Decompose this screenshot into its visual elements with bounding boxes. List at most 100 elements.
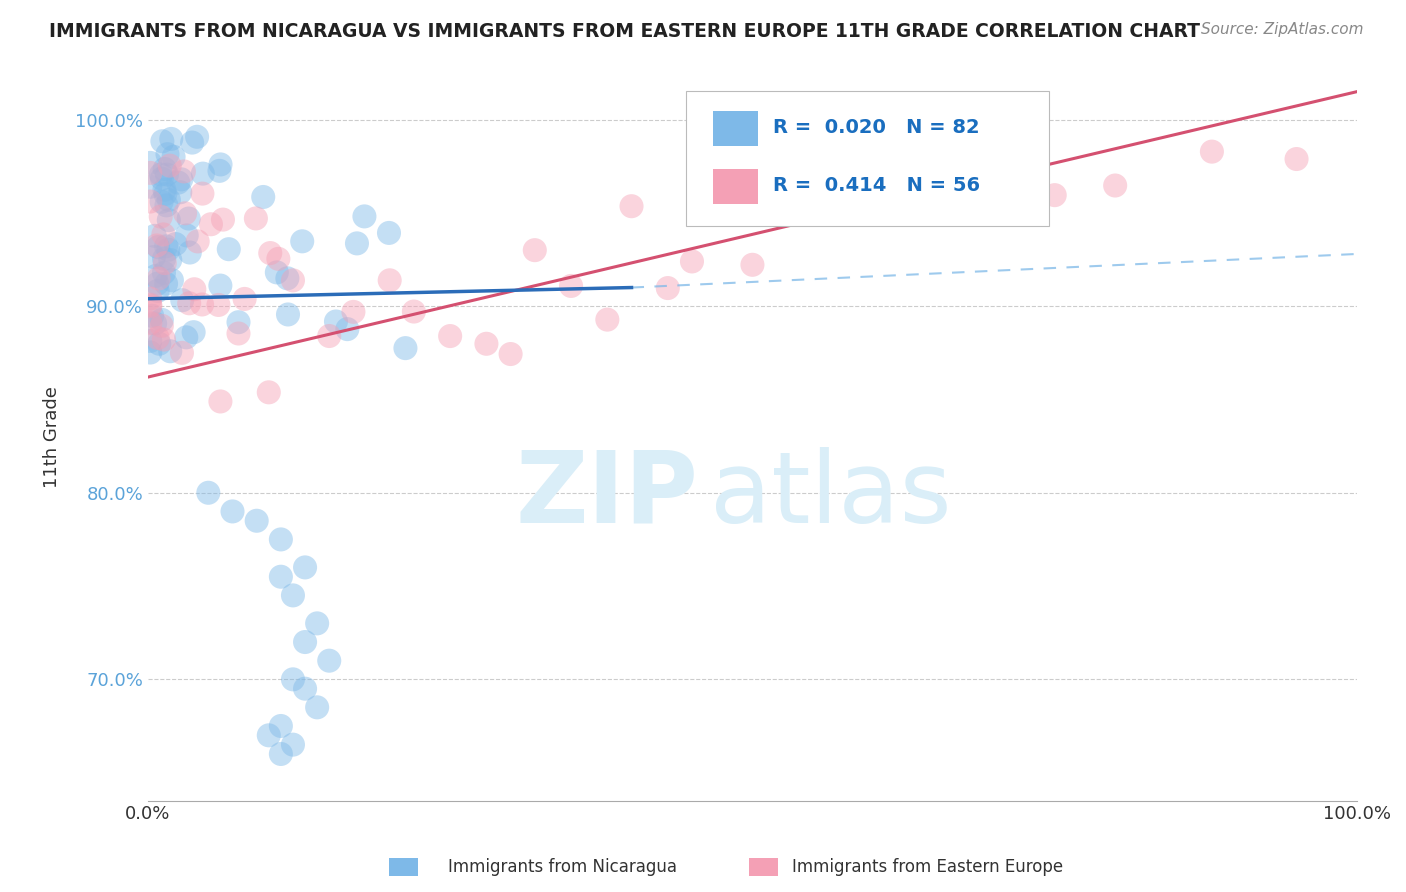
Point xyxy=(156,147,179,161)
Point xyxy=(475,336,498,351)
Point xyxy=(291,235,314,249)
Point xyxy=(146,331,169,345)
FancyBboxPatch shape xyxy=(713,169,758,204)
Point xyxy=(153,161,176,176)
Point xyxy=(149,210,172,224)
Point xyxy=(209,278,232,293)
Point xyxy=(209,157,232,171)
Point xyxy=(139,166,162,180)
Point xyxy=(270,570,292,584)
Point xyxy=(267,252,290,266)
Point xyxy=(208,164,231,178)
Point xyxy=(270,533,292,547)
Point xyxy=(233,292,256,306)
Point xyxy=(153,183,176,197)
Point xyxy=(139,179,162,194)
Point xyxy=(318,329,340,343)
Text: Source: ZipAtlas.com: Source: ZipAtlas.com xyxy=(1201,22,1364,37)
Point xyxy=(173,164,195,178)
Point xyxy=(342,305,364,319)
Point xyxy=(153,333,176,347)
Point xyxy=(152,227,174,242)
Point xyxy=(270,719,292,733)
Point xyxy=(191,167,214,181)
Point xyxy=(139,334,162,348)
Point xyxy=(179,245,201,260)
FancyBboxPatch shape xyxy=(713,111,758,145)
Point xyxy=(150,194,173,209)
Point xyxy=(177,211,200,226)
Point xyxy=(169,186,191,200)
Point xyxy=(281,673,304,687)
Point xyxy=(155,198,177,212)
Point xyxy=(139,194,162,209)
Point xyxy=(174,206,197,220)
Point xyxy=(402,304,425,318)
Point xyxy=(281,273,304,287)
Point xyxy=(143,228,166,243)
Point xyxy=(165,237,187,252)
Point xyxy=(336,322,359,336)
Point xyxy=(218,242,240,256)
Point xyxy=(983,205,1005,219)
Point xyxy=(228,326,250,341)
Point xyxy=(1201,145,1223,159)
Point xyxy=(139,292,162,306)
Point xyxy=(378,226,401,240)
Point xyxy=(657,281,679,295)
Point xyxy=(150,168,173,182)
Point xyxy=(270,747,292,761)
Point xyxy=(266,265,288,279)
Point xyxy=(1043,188,1066,202)
Point xyxy=(1285,152,1308,166)
Point xyxy=(139,298,162,312)
Point xyxy=(741,258,763,272)
Point xyxy=(157,243,180,257)
Point xyxy=(681,254,703,268)
Point xyxy=(150,313,173,327)
Point xyxy=(156,168,179,182)
Text: ZIP: ZIP xyxy=(515,447,697,543)
Text: atlas: atlas xyxy=(710,447,952,543)
Point xyxy=(150,171,173,186)
Point xyxy=(142,250,165,264)
Point xyxy=(155,277,177,291)
Point xyxy=(172,293,194,308)
Point xyxy=(209,394,232,409)
Point xyxy=(155,239,177,253)
Point xyxy=(221,504,243,518)
Point xyxy=(186,129,208,144)
Point xyxy=(183,325,205,339)
Point xyxy=(596,312,619,326)
Point xyxy=(183,282,205,296)
Point xyxy=(620,199,643,213)
Point xyxy=(170,346,193,360)
Point xyxy=(176,228,198,243)
Text: IMMIGRANTS FROM NICARAGUA VS IMMIGRANTS FROM EASTERN EUROPE 11TH GRADE CORRELATI: IMMIGRANTS FROM NICARAGUA VS IMMIGRANTS … xyxy=(49,22,1201,41)
Point xyxy=(146,240,169,254)
Point xyxy=(167,176,190,190)
Point xyxy=(281,738,304,752)
Point xyxy=(277,308,299,322)
Point xyxy=(153,252,176,266)
Point xyxy=(162,150,184,164)
Text: R =  0.414   N = 56: R = 0.414 N = 56 xyxy=(773,177,980,195)
Point xyxy=(141,309,163,323)
Text: R =  0.020   N = 82: R = 0.020 N = 82 xyxy=(773,118,980,137)
Point xyxy=(307,616,329,631)
Point xyxy=(922,169,945,184)
Point xyxy=(153,256,176,270)
Point xyxy=(245,211,267,226)
Point xyxy=(155,187,177,202)
Point xyxy=(191,297,214,311)
Point xyxy=(159,344,181,359)
Point xyxy=(318,654,340,668)
Point xyxy=(207,298,229,312)
Point xyxy=(179,296,201,310)
Point xyxy=(252,190,274,204)
Text: Immigrants from Eastern Europe: Immigrants from Eastern Europe xyxy=(793,858,1063,876)
Point xyxy=(259,246,281,260)
Point xyxy=(257,728,280,742)
Point xyxy=(378,273,401,287)
Point xyxy=(146,284,169,298)
